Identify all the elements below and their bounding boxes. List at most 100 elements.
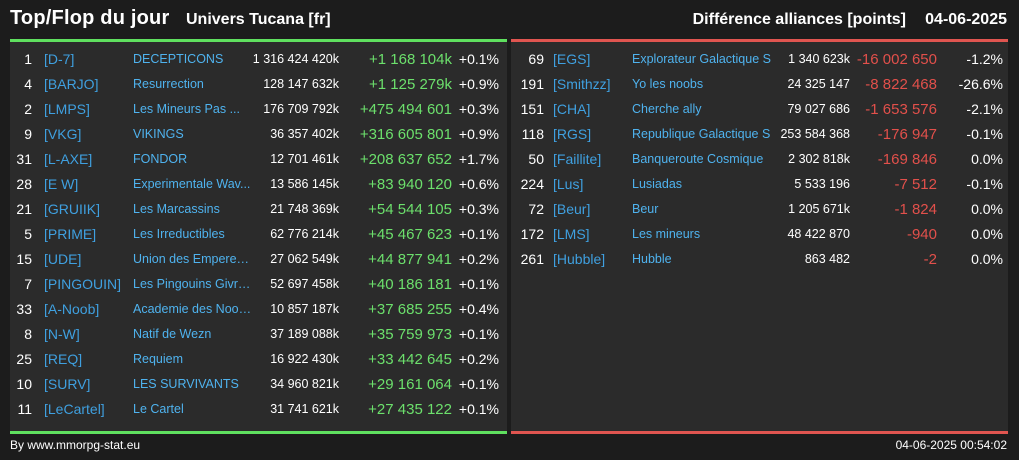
change-value: -940 <box>906 226 937 243</box>
alliance-tag-link[interactable]: [EGS] <box>553 51 591 67</box>
alliance-tag-link[interactable]: [VKG] <box>44 126 82 142</box>
rank: 118 <box>521 126 544 142</box>
change-value: -16 002 650 <box>856 51 937 68</box>
alliance-tag-link[interactable]: [PINGOUIN] <box>44 276 122 292</box>
rank: 9 <box>24 126 32 142</box>
alliance-tag-link[interactable]: [Faillite] <box>553 151 602 167</box>
alliance-tag-link[interactable]: [LMS] <box>553 226 590 242</box>
alliance-name-link[interactable]: Natif de Wezn <box>133 327 212 341</box>
alliance-name-link[interactable]: Union des Empereur... <box>133 252 255 266</box>
alliance-tag-link[interactable]: [RGS] <box>553 126 592 142</box>
alliance-name-link[interactable]: Resurrection <box>133 77 204 91</box>
points-value: 13 586 145k <box>270 177 339 191</box>
alliance-tag-link[interactable]: [Beur] <box>553 201 591 217</box>
percent-value: 0.0% <box>971 251 1003 267</box>
alliance-name-link[interactable]: Yo les noobs <box>632 77 704 91</box>
alliance-name-link[interactable]: Les Mineurs Pas ... <box>133 102 240 116</box>
rank: 50 <box>528 151 544 167</box>
alliance-tag-link[interactable]: [SURV] <box>44 376 91 392</box>
alliance-name-link[interactable]: Banqueroute Cosmique <box>632 152 764 166</box>
points-value: 62 776 214k <box>270 227 339 241</box>
percent-value: 0.0% <box>971 201 1003 217</box>
change-value: +35 759 973 <box>368 326 452 343</box>
alliance-name-link[interactable]: Requiem <box>133 352 184 366</box>
percent-value: -26.6% <box>958 76 1003 92</box>
points-value: 2 302 818k <box>788 152 850 166</box>
alliance-name-link[interactable]: Les mineurs <box>632 227 701 241</box>
rank: 4 <box>24 76 32 92</box>
change-value: -1 824 <box>894 201 937 218</box>
alliance-tag-link[interactable]: [A-Noob] <box>44 301 100 317</box>
alliance-name-link[interactable]: Les Pingouins Givre... <box>133 277 255 291</box>
alliance-name-link[interactable]: FONDOR <box>133 152 188 166</box>
change-value: -1 653 576 <box>865 101 937 118</box>
points-value: 12 701 461k <box>270 152 339 166</box>
alliance-tag-link[interactable]: [GRUIIK] <box>44 201 101 217</box>
top-row: 8 [N-W] Natif de Wezn 37 189 088k +35 759 97… <box>10 322 507 347</box>
flop-row: 224 [Lus] Lusiadas 5 533 196 -7 512 -0.1% <box>511 172 1008 197</box>
rank: 69 <box>528 51 544 67</box>
alliance-tag-link[interactable]: [N-W] <box>44 326 80 342</box>
top-row: 21 [GRUIIK] Les Marcassins 21 748 369k +54 5… <box>10 197 507 222</box>
alliance-tag-link[interactable]: [Lus] <box>553 176 584 192</box>
rank: 72 <box>528 201 544 217</box>
alliance-tag-link[interactable]: [UDE] <box>44 251 82 267</box>
change-value: -176 947 <box>877 126 937 143</box>
rank: 8 <box>24 326 32 342</box>
alliance-tag-link[interactable]: [L-AXE] <box>44 151 93 167</box>
change-value: +208 637 652 <box>359 151 452 168</box>
alliance-name-link[interactable]: Les Marcassins <box>133 202 220 216</box>
date-label: 04-06-2025 <box>925 11 1007 28</box>
rank: 261 <box>520 251 544 267</box>
alliance-name-link[interactable]: Experimentale Wav... <box>133 177 251 191</box>
alliance-tag-link[interactable]: [LMPS] <box>44 101 90 117</box>
alliance-tag-link[interactable]: [CHA] <box>553 101 591 117</box>
change-value: +44 877 941 <box>368 251 452 268</box>
percent-value: +0.1% <box>458 376 499 392</box>
percent-value: +0.2% <box>458 351 499 367</box>
alliance-tag-link[interactable]: [D-7] <box>44 51 75 67</box>
alliance-tag-link[interactable]: [BARJO] <box>44 76 99 92</box>
alliance-name-link[interactable]: Hubble <box>632 252 672 266</box>
alliance-tag-link[interactable]: [E W] <box>44 176 79 192</box>
percent-value: +0.1% <box>458 276 499 292</box>
alliance-tag-link[interactable]: [LeCartel] <box>44 401 105 417</box>
alliance-name-link[interactable]: Lusiadas <box>632 177 683 191</box>
rank: 21 <box>16 201 32 217</box>
points-value: 27 062 549k <box>270 252 339 266</box>
alliance-tag-link[interactable]: [PRIME] <box>44 226 97 242</box>
points-value: 10 857 187k <box>270 302 339 316</box>
alliance-name-link[interactable]: DECEPTICONS <box>133 52 224 66</box>
alliance-name-link[interactable]: Republique Galactique S <box>632 127 771 141</box>
rank: 5 <box>24 226 32 242</box>
alliance-name-link[interactable]: Le Cartel <box>133 402 184 416</box>
top-row: 15 [UDE] Union des Empereur... 27 062 549k +… <box>10 247 507 272</box>
alliance-name-link[interactable]: Explorateur Galactique S <box>632 52 771 66</box>
top-row: 2 [LMPS] Les Mineurs Pas ... 176 709 792k +4… <box>10 97 507 122</box>
alliance-name-link[interactable]: Les Irreductibles <box>133 227 225 241</box>
percent-value: -0.1% <box>966 176 1003 192</box>
rank: 11 <box>17 401 32 417</box>
alliance-name-link[interactable]: Academie des Noob... <box>133 302 255 316</box>
alliance-name-link[interactable]: VIKINGS <box>133 127 184 141</box>
flop-row: 151 [CHA] Cherche ally 79 027 686 -1 653 576… <box>511 97 1008 122</box>
credit-text: By www.mmorpg-stat.eu <box>10 438 141 452</box>
flop-row: 50 [Faillite] Banqueroute Cosmique 2 302 81… <box>511 147 1008 172</box>
change-value: +37 685 255 <box>368 301 452 318</box>
alliance-name-link[interactable]: Cherche ally <box>632 102 702 116</box>
rank: 2 <box>24 101 32 117</box>
change-value: +1 168 104k <box>369 51 452 68</box>
alliance-tag-link[interactable]: [Hubble] <box>553 251 606 267</box>
alliance-name-link[interactable]: LES SURVIVANTS <box>133 377 239 391</box>
top-row: 9 [VKG] VIKINGS 36 357 402k +316 605 801 +0.9… <box>10 122 507 147</box>
alliance-name-link[interactable]: Beur <box>632 202 659 216</box>
percent-value: 0.0% <box>971 151 1003 167</box>
flop-row: 172 [LMS] Les mineurs 48 422 870 -940 0.0% <box>511 222 1008 247</box>
alliance-tag-link[interactable]: [REQ] <box>44 351 83 367</box>
rank: 172 <box>520 226 544 242</box>
rank: 7 <box>24 276 32 292</box>
flop-row: 69 [EGS] Explorateur Galactique S 1 340 623… <box>511 47 1008 72</box>
points-value: 16 922 430k <box>270 352 339 366</box>
alliance-tag-link[interactable]: [Smithzz] <box>553 76 611 92</box>
percent-value: +0.1% <box>458 51 499 67</box>
